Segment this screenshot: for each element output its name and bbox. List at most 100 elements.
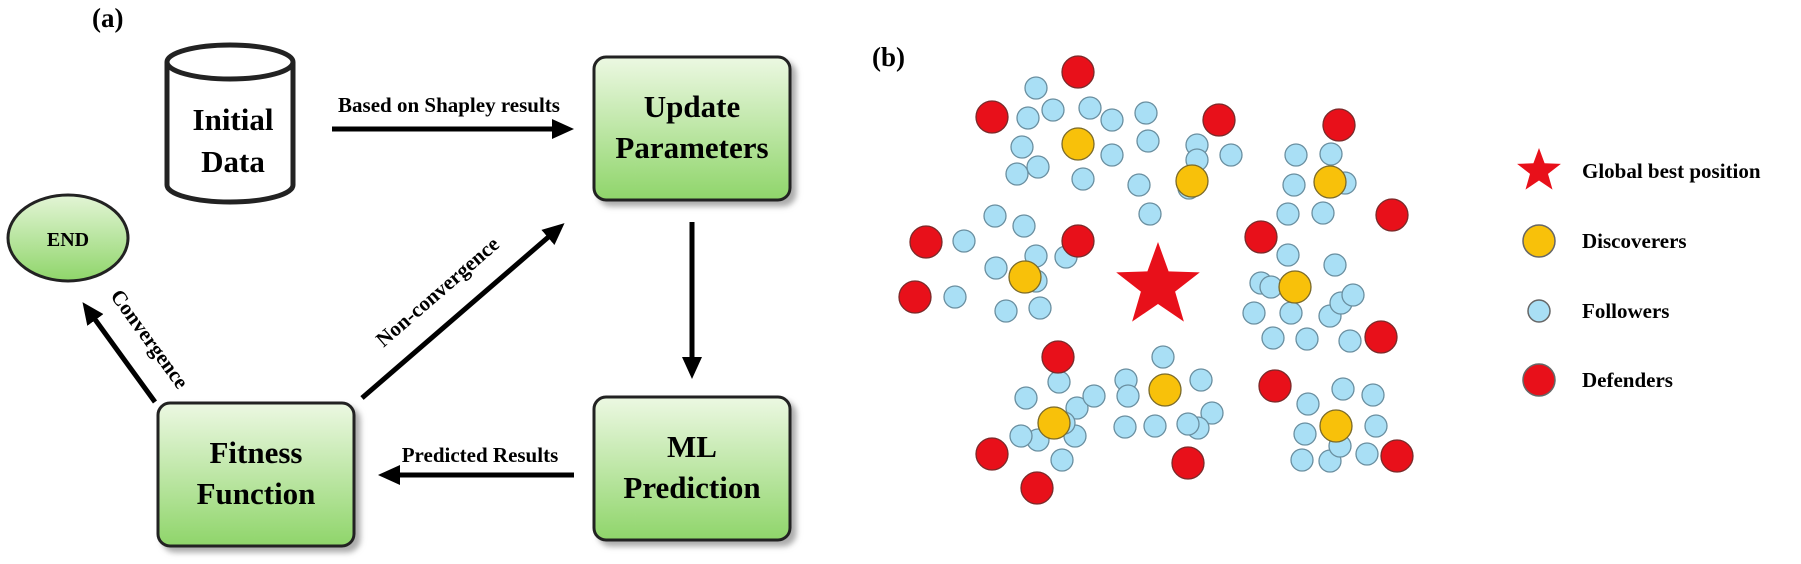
defender-dot [909,225,943,259]
initial-data-line1: Initial [193,102,274,137]
follower-dot [1012,214,1036,238]
follower-dot [1323,253,1347,277]
defender-dot [1375,198,1409,232]
follower-dot [1047,370,1071,394]
follower-dot [1151,345,1175,369]
ml-prediction-line2: Prediction [623,470,760,505]
defender-dot [898,280,932,314]
follower-dot [1284,143,1308,167]
follower-dot [1341,283,1365,307]
arrow-nonconvergence [360,223,565,400]
discoverer-dot [1278,270,1312,304]
defender-dot [1061,224,1095,258]
follower-dot [1010,135,1034,159]
legend-defender-icon [1522,363,1556,397]
discoverer-dot [1061,127,1095,161]
ml-prediction-line1: ML [667,429,717,464]
defender-dot [975,100,1009,134]
defender-dot [1244,220,1278,254]
follower-dot [1138,202,1162,226]
discoverer-dot [1008,260,1042,294]
follower-dot [1290,448,1314,472]
follower-dot [1143,414,1167,438]
follower-dot [1127,173,1151,197]
legend-global-best: Global best position [1582,159,1761,183]
defender-dot [1041,340,1075,374]
follower-dot [1028,296,1052,320]
initial-data-cylinder: Initial Data [164,42,296,205]
follower-dot [1361,383,1385,407]
end-label: END [47,229,89,251]
follower-dot [1319,142,1343,166]
legend-follower-icon [1527,299,1551,323]
update-parameters-line2: Parameters [615,130,768,165]
defender-dot [1020,471,1054,505]
defender-dot [1380,439,1414,473]
follower-dot [1189,368,1213,392]
discoverer-dot [1319,409,1353,443]
update-parameters-box: Update Parameters [592,55,792,202]
follower-dot [1082,384,1106,408]
fitness-function-line2: Function [197,476,316,511]
fitness-function-line1: Fitness [210,435,303,470]
follower-dot [1078,96,1102,120]
follower-dot [952,229,976,253]
follower-dot [1050,448,1074,472]
follower-dot [1014,386,1038,410]
legend-discoverer-icon [1522,224,1556,258]
global-best-star [1116,242,1200,322]
follower-dot [1116,384,1140,408]
follower-dot [1219,143,1243,167]
follower-dot [1355,442,1379,466]
follower-dot [1296,392,1320,416]
legend-star-icon [1517,148,1561,190]
follower-dot [1005,162,1029,186]
swarm-scatter [898,55,1414,505]
follower-dot [1279,301,1303,325]
follower-dot [1261,326,1285,350]
follower-dot [1338,329,1362,353]
follower-dot [983,204,1007,228]
legend-defenders: Defenders [1582,368,1673,392]
follower-dot [943,285,967,309]
panel-b-label: (b) [872,42,905,72]
follower-dot [1276,202,1300,226]
follower-dot [1024,76,1048,100]
arrow-convergence [82,302,158,404]
edge-label-predicted: Predicted Results [402,443,559,467]
defender-dot [1061,55,1095,89]
follower-dot [994,299,1018,323]
follower-dot [1295,327,1319,351]
follower-dot [1282,173,1306,197]
defender-dot [1202,103,1236,137]
discoverer-dot [1313,165,1347,199]
ml-prediction-box: ML Prediction [592,395,792,542]
follower-dot [1364,414,1388,438]
follower-dot [1016,106,1040,130]
follower-dot [1071,167,1095,191]
defender-dot [1171,446,1205,480]
discoverer-dot [1175,164,1209,198]
defender-dot [1322,108,1356,142]
update-parameters-line1: Update [644,89,740,124]
follower-dot [1136,129,1160,153]
follower-dot [1176,412,1200,436]
follower-dot [1113,415,1137,439]
follower-dot [1041,98,1065,122]
defender-dot [975,437,1009,471]
follower-dot [1065,396,1089,420]
edge-label-convergence: Convergence [106,285,194,393]
legend-followers: Followers [1582,299,1669,323]
fitness-function-box: Fitness Function [156,401,356,548]
follower-dot [1242,301,1266,325]
discoverer-dot [1148,373,1182,407]
end-node: END [6,193,130,283]
follower-dot [1200,401,1224,425]
follower-dot [1026,155,1050,179]
legend-discoverers: Discoverers [1582,229,1687,253]
initial-data-line2: Data [201,144,265,179]
follower-dot [1276,243,1300,267]
follower-dot [984,256,1008,280]
follower-dot [1134,101,1158,125]
